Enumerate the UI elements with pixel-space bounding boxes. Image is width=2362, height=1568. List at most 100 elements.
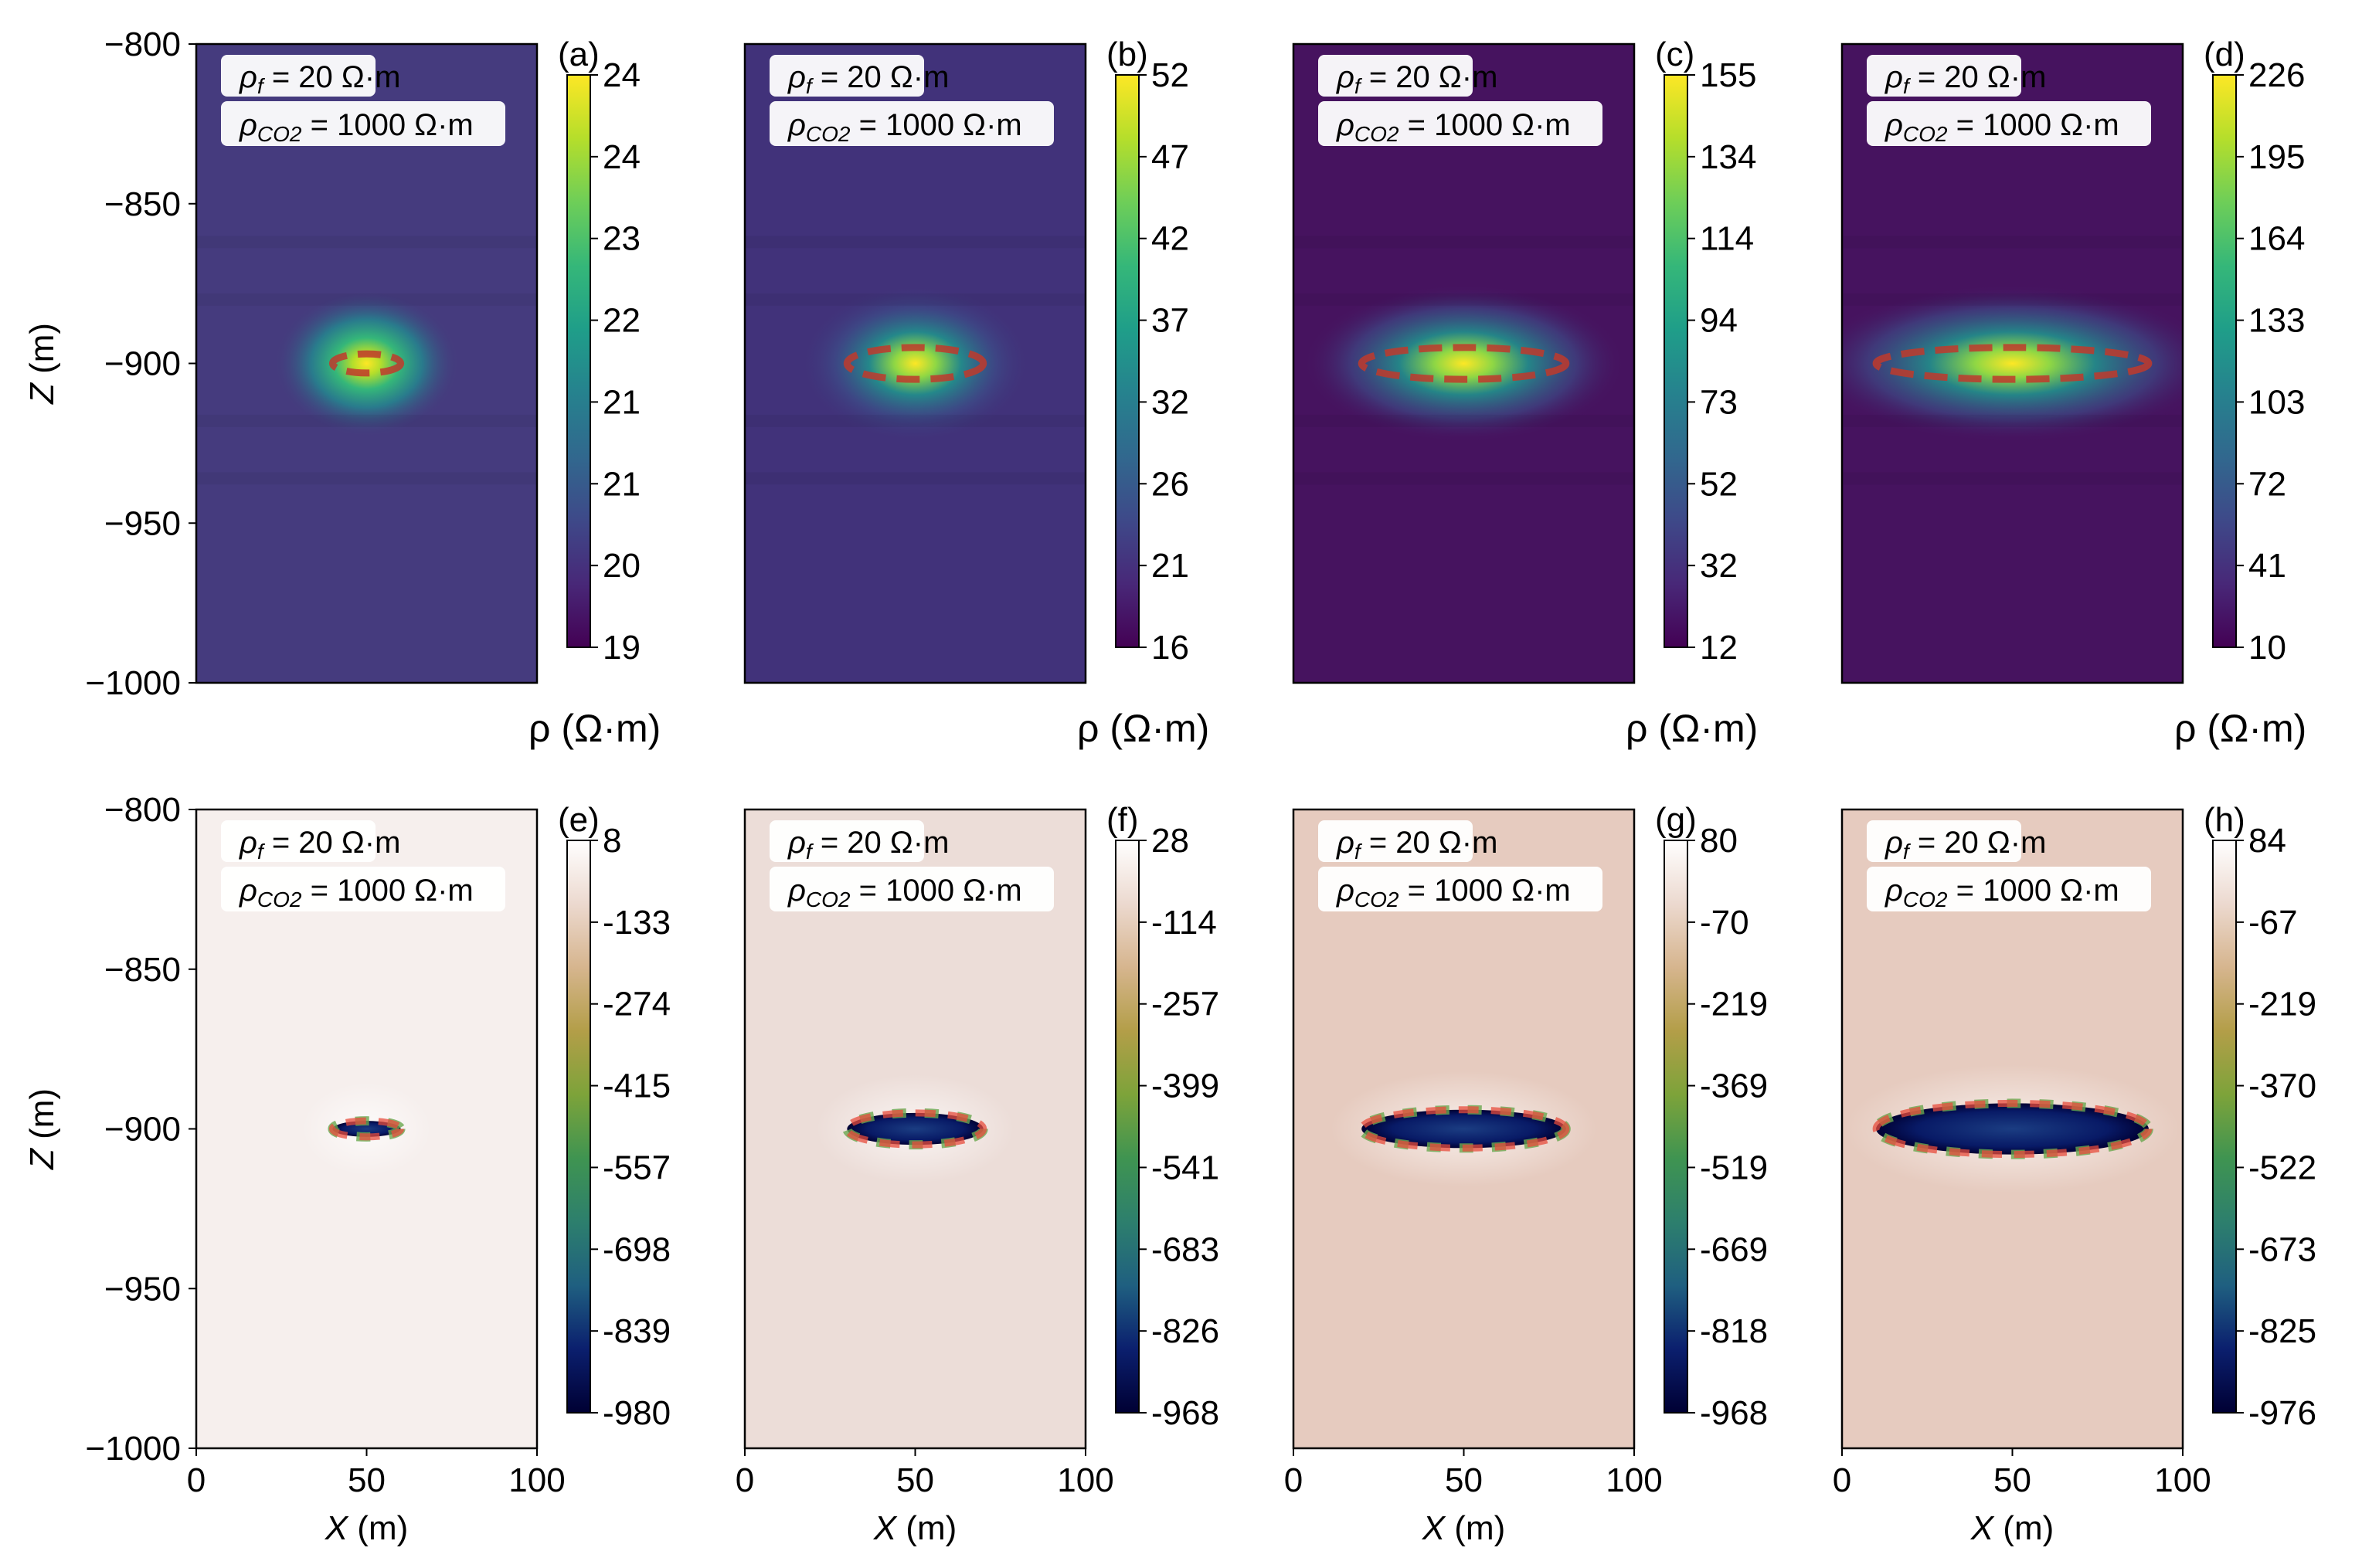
- plume-anomaly: [1302, 284, 1626, 443]
- legend: ρf = 20 Ω·m ρCO2 = 1000 Ω·m: [770, 55, 1054, 146]
- x-tick-label: 50: [896, 1461, 934, 1499]
- colorbar-tick-label: -968: [1700, 1394, 1768, 1432]
- legend: ρf = 20 Ω·m ρCO2 = 1000 Ω·m: [1867, 55, 2151, 146]
- colorbar-tick-label: 73: [1700, 383, 1738, 421]
- x-axis: 0 50 100 X (m): [736, 1448, 1114, 1547]
- z-tick-label: −900: [104, 1111, 181, 1149]
- panel-tag: (a): [558, 36, 600, 73]
- legend-rho-co2: ρCO2 = 1000 Ω·m: [1885, 874, 2119, 911]
- colorbar-unit-label: ρ (Ω·m): [528, 707, 661, 750]
- plot-area-h: [1842, 809, 2183, 1448]
- z-tick-label: −850: [104, 185, 181, 223]
- plot-area-g: [1293, 809, 1634, 1448]
- panel-tag: (f): [1106, 801, 1139, 839]
- z-tick-label: −850: [104, 951, 181, 989]
- colorbar: 80 -70 -219 -369 -519 -669 -818 -968: [1664, 822, 1768, 1432]
- plume-boundary-ellipse: [1358, 344, 1570, 383]
- legend-rho-co2: ρCO2 = 1000 Ω·m: [1885, 108, 2119, 146]
- colorbar-tick-label: 32: [1151, 383, 1189, 421]
- colorbar-tick-label: 26: [1151, 465, 1189, 503]
- colorbar-tick-label: 164: [2248, 220, 2305, 258]
- panel-tag: (e): [558, 801, 600, 839]
- x-tick-label: 50: [348, 1461, 386, 1499]
- legend-rho-f: ρf = 20 Ω·m: [239, 826, 400, 864]
- panel-a: ρf = 20 Ω·m ρCO2 = 1000 Ω·m 24 24 23 22 21 21 20…: [23, 25, 661, 750]
- panel-tag: (g): [1655, 801, 1697, 839]
- colorbar-unit-label: ρ (Ω·m): [1626, 707, 1758, 750]
- colorbar-gradient: [1664, 840, 1688, 1414]
- x-axis: 0 50 100 X (m): [187, 1448, 566, 1547]
- plume-boundary-ellipse: [843, 344, 987, 383]
- colorbar-tick-label: -114: [1151, 904, 1217, 942]
- colorbar-tick-label: 52: [1151, 56, 1189, 94]
- x-tick-label: 0: [187, 1461, 206, 1499]
- colorbar-tick-label: 52: [1700, 465, 1738, 503]
- colorbar-tick-label: 226: [2248, 56, 2305, 94]
- colorbar-tick-label: 37: [1151, 302, 1189, 340]
- plot-area-c: [1293, 44, 1634, 683]
- plume-boundary-ellipse: [1872, 1099, 2153, 1159]
- legend-rho-f: ρf = 20 Ω·m: [787, 826, 949, 864]
- colorbar-tick-label: -683: [1151, 1230, 1219, 1268]
- colorbar-tick-label: 94: [1700, 302, 1738, 340]
- colorbar-tick-label: -541: [1151, 1149, 1219, 1186]
- panel-e: ρf = 20 Ω·m ρCO2 = 1000 Ω·m 8 -133 -274 -415 -…: [23, 791, 671, 1547]
- legend-rho-co2: ρCO2 = 1000 Ω·m: [1336, 108, 1571, 146]
- legend: ρf = 20 Ω·m ρCO2 = 1000 Ω·m: [221, 55, 505, 146]
- colorbar-tick-label: -698: [603, 1230, 671, 1268]
- colorbar-gradient: [1664, 74, 1688, 648]
- colorbar-tick-label: 22: [603, 302, 641, 340]
- z-tick-label: −1000: [85, 1430, 181, 1468]
- colorbar-tick-label: 10: [2248, 629, 2286, 667]
- colorbar-tick-label: 47: [1151, 138, 1189, 176]
- colorbar-tick-label: 41: [2248, 547, 2286, 585]
- colorbar-tick-label: -825: [2248, 1312, 2316, 1350]
- colorbar-tick-label: -219: [1700, 986, 1768, 1023]
- z-tick-label: −800: [104, 791, 181, 829]
- x-axis: 0 50 100 X (m): [1833, 1448, 2211, 1547]
- x-tick-label: 0: [1833, 1461, 1851, 1499]
- z-axis: −800 −850 −900 −950 −1000 Z (m): [23, 791, 196, 1468]
- colorbar-tick-label: 21: [603, 465, 641, 503]
- colorbar-gradient: [1115, 840, 1140, 1414]
- colorbar-tick-label: -980: [603, 1394, 671, 1432]
- colorbar-tick-label: 72: [2248, 465, 2286, 503]
- panel-b: ρf = 20 Ω·m ρCO2 = 1000 Ω·m 52 47 42 37 32 26 21…: [743, 36, 1209, 750]
- x-tick-label: 100: [508, 1461, 565, 1499]
- colorbar-tick-label: -370: [2248, 1067, 2316, 1105]
- plot-area-a: [196, 44, 537, 683]
- colorbar-tick-label: 42: [1151, 220, 1189, 258]
- legend-rho-co2: ρCO2 = 1000 Ω·m: [787, 874, 1022, 911]
- colorbar-tick-label: 103: [2248, 383, 2305, 421]
- z-axis-label: Z (m): [23, 1088, 61, 1170]
- colorbar-tick-label: 133: [2248, 302, 2305, 340]
- colorbar-tick-label: -669: [1700, 1230, 1768, 1268]
- colorbar: 84 -67 -219 -370 -522 -673 -825 -976: [2212, 822, 2316, 1432]
- colorbar-tick-label: -976: [2248, 1394, 2316, 1432]
- colorbar-gradient: [2212, 74, 2237, 648]
- colorbar-tick-label: 12: [1700, 629, 1738, 667]
- colorbar-unit-label: ρ (Ω·m): [1077, 707, 1209, 750]
- plume-anomaly: [800, 284, 1031, 443]
- plume-boundary-ellipse: [843, 1109, 987, 1149]
- plume-anomaly: [1842, 284, 2183, 443]
- panel-c: ρf = 20 Ω·m ρCO2 = 1000 Ω·m 155 134 114 94 73 5…: [1292, 36, 1758, 750]
- colorbar-tick-label: 32: [1700, 547, 1738, 585]
- colorbar-tick-label: 28: [1151, 822, 1189, 860]
- colorbar-tick-label: -839: [603, 1312, 671, 1350]
- colorbar: 226 195 164 133 103 72 41 10: [2212, 56, 2305, 667]
- legend: ρf = 20 Ω·m ρCO2 = 1000 Ω·m: [1318, 820, 1602, 911]
- panel-g: ρf = 20 Ω·m ρCO2 = 1000 Ω·m 80 -70 -219 -369 -…: [1284, 801, 1768, 1547]
- colorbar-tick-label: 23: [603, 220, 641, 258]
- colorbar-tick-label: -522: [2248, 1149, 2316, 1186]
- colorbar-tick-label: -415: [603, 1067, 671, 1105]
- legend-rho-f: ρf = 20 Ω·m: [1885, 826, 2046, 864]
- plume-boundary-ellipse: [1358, 1106, 1570, 1152]
- colorbar-tick-label: 195: [2248, 138, 2305, 176]
- plot-area-e: [196, 809, 537, 1448]
- colorbar-gradient: [2212, 840, 2237, 1414]
- colorbar-tick-label: -257: [1151, 986, 1219, 1023]
- plot-frame: [743, 42, 1087, 684]
- colorbar-tick-label: 21: [603, 383, 641, 421]
